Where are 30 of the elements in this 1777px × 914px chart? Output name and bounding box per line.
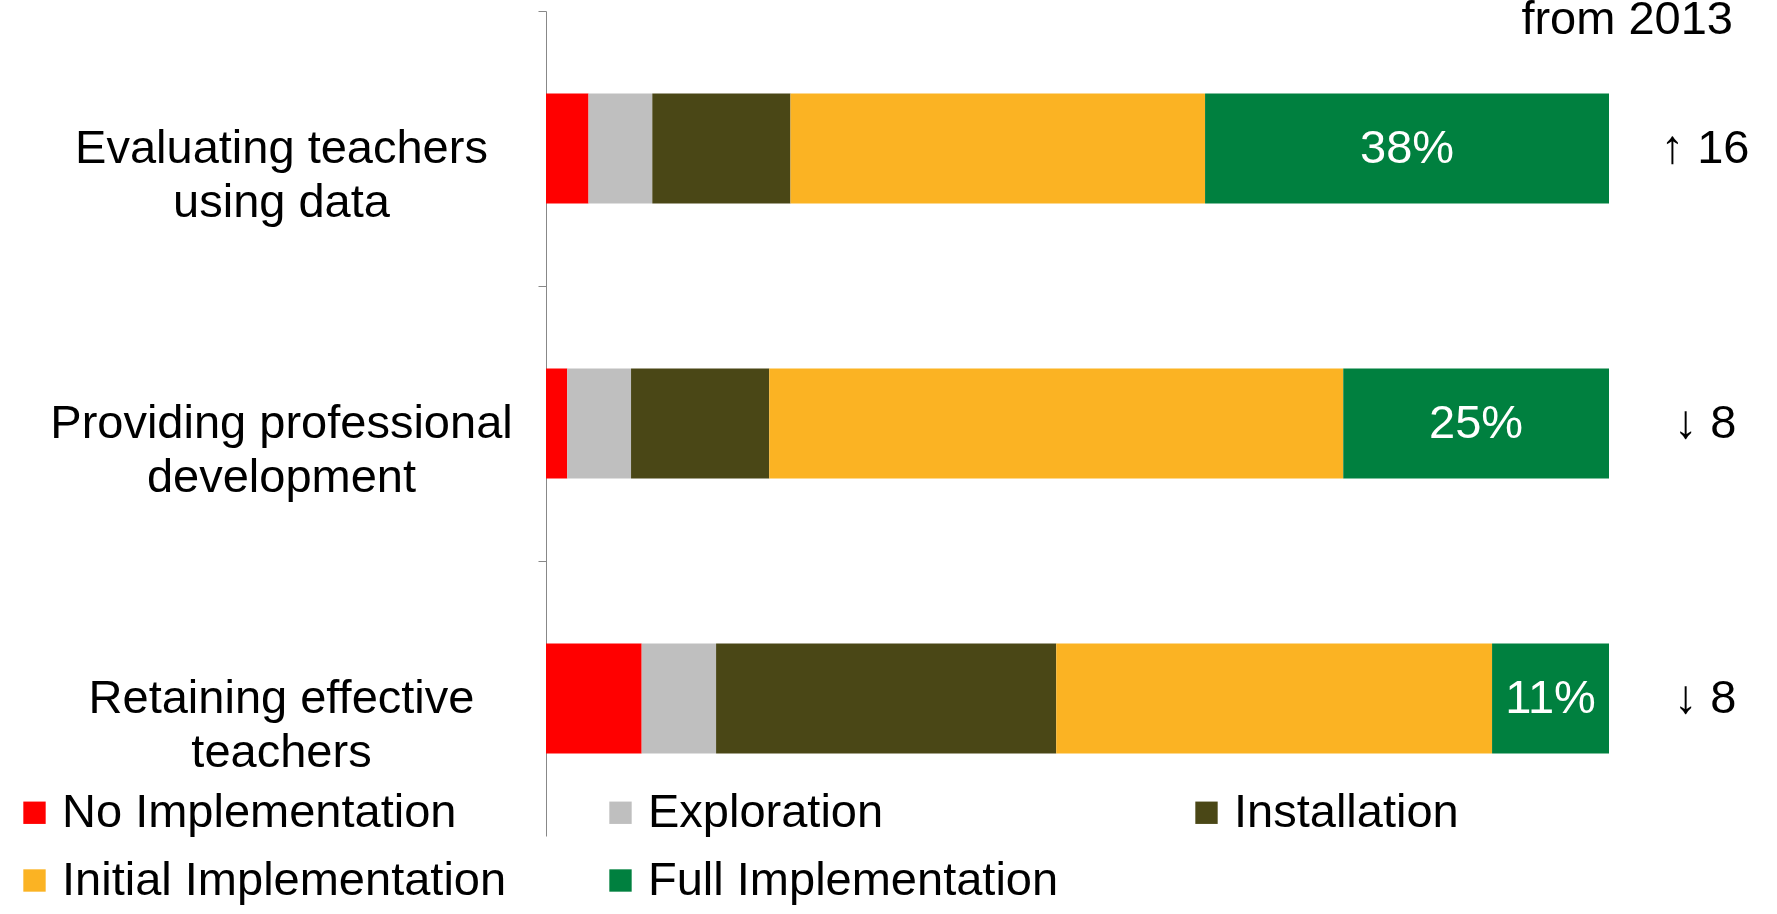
legend-label: Installation <box>1234 783 1459 837</box>
text: ↓ 8 <box>1673 669 1737 723</box>
y-tick-label: Retaining effective teachers <box>88 670 475 777</box>
data-label: 25% <box>1429 394 1524 448</box>
data-label: 38% <box>1359 119 1455 173</box>
text: ↑ 16 <box>1660 119 1750 173</box>
legend-label: Exploration <box>648 783 884 837</box>
bar <box>546 643 642 754</box>
bar <box>567 368 632 479</box>
legend-label: No Implementation <box>62 783 457 837</box>
annotation: from 2013 <box>1521 0 1733 44</box>
bar <box>1343 368 1609 479</box>
bar <box>769 368 1344 479</box>
text: ↓ 8 <box>1673 394 1737 448</box>
bar <box>546 368 568 479</box>
bar <box>1056 643 1493 754</box>
bar <box>588 93 653 204</box>
y-tick-label: Evaluating teachers using data <box>75 120 488 227</box>
legend-label: Full Implementation <box>648 851 1059 905</box>
data-label: 11% <box>1505 669 1596 723</box>
y-tick-label: Providing professional development <box>50 395 513 502</box>
bar <box>652 93 791 204</box>
bar <box>631 368 770 479</box>
bar <box>641 643 717 754</box>
bar <box>546 93 589 204</box>
bar <box>1205 93 1609 204</box>
bar <box>790 93 1206 204</box>
bar <box>1492 643 1609 754</box>
bar <box>716 643 1057 754</box>
legend-label: Initial Implementation <box>62 851 507 905</box>
